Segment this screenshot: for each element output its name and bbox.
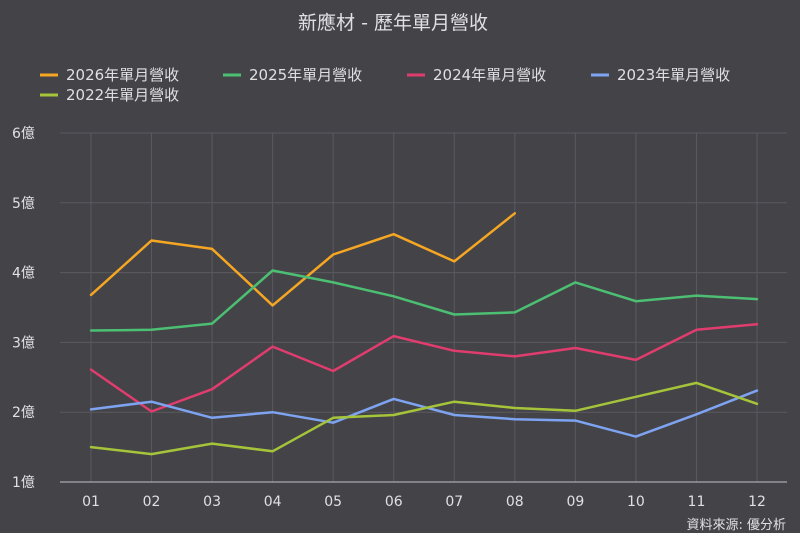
legend-label: 2022年單月營收 xyxy=(66,86,179,104)
x-tick-label: 12 xyxy=(748,494,766,510)
chart-title: 新應材 - 歷年單月營收 xyxy=(298,11,488,34)
x-tick-label: 08 xyxy=(506,494,524,510)
series-line-1[interactable] xyxy=(89,269,759,332)
y-tick-label: 3億 xyxy=(12,335,35,351)
legend-label: 2025年單月營收 xyxy=(249,66,362,84)
x-tick-label: 06 xyxy=(385,494,403,510)
legend-label: 2024年單月營收 xyxy=(433,66,546,84)
legend-label: 2026年單月營收 xyxy=(66,66,179,84)
y-tick-label: 1億 xyxy=(12,475,35,491)
x-tick-label: 05 xyxy=(324,494,342,510)
series-line-3[interactable] xyxy=(89,389,759,438)
x-tick-label: 10 xyxy=(627,494,645,510)
x-tick-label: 09 xyxy=(566,494,584,510)
x-tick-label: 04 xyxy=(264,494,282,510)
legend: 2026年單月營收 2025年單月營收 2024年單月營收 2023年單月營收 2022… xyxy=(40,66,730,104)
y-tick-label: 2億 xyxy=(12,405,35,421)
series-group xyxy=(89,212,759,456)
grid xyxy=(60,132,787,482)
x-tick-label: 07 xyxy=(445,494,463,510)
legend-item-2[interactable]: 2024年單月營收 xyxy=(407,66,546,84)
source-note: 資料來源: 優分析 xyxy=(686,518,786,533)
x-axis: 01 02 03 04 05 06 07 08 09 10 11 12 xyxy=(60,481,787,510)
x-tick-label: 11 xyxy=(688,494,706,510)
y-tick-label: 6億 xyxy=(12,126,35,142)
x-tick-label: 01 xyxy=(82,494,100,510)
series-line-2[interactable] xyxy=(89,323,759,413)
y-tick-label: 4億 xyxy=(12,266,35,282)
legend-item-4[interactable]: 2022年單月營收 xyxy=(40,86,179,104)
legend-label: 2023年單月營收 xyxy=(617,66,730,84)
legend-item-3[interactable]: 2023年單月營收 xyxy=(591,66,730,84)
x-tick-label: 03 xyxy=(203,494,221,510)
y-tick-label: 5億 xyxy=(12,196,35,212)
series-line-0[interactable] xyxy=(89,212,517,307)
legend-item-1[interactable]: 2025年單月營收 xyxy=(223,66,362,84)
x-tick-label: 02 xyxy=(143,494,161,510)
legend-item-0[interactable]: 2026年單月營收 xyxy=(40,66,179,84)
series-line-4[interactable] xyxy=(89,381,759,456)
y-axis: 1億 2億 3億 4億 5億 6億 xyxy=(12,126,35,491)
